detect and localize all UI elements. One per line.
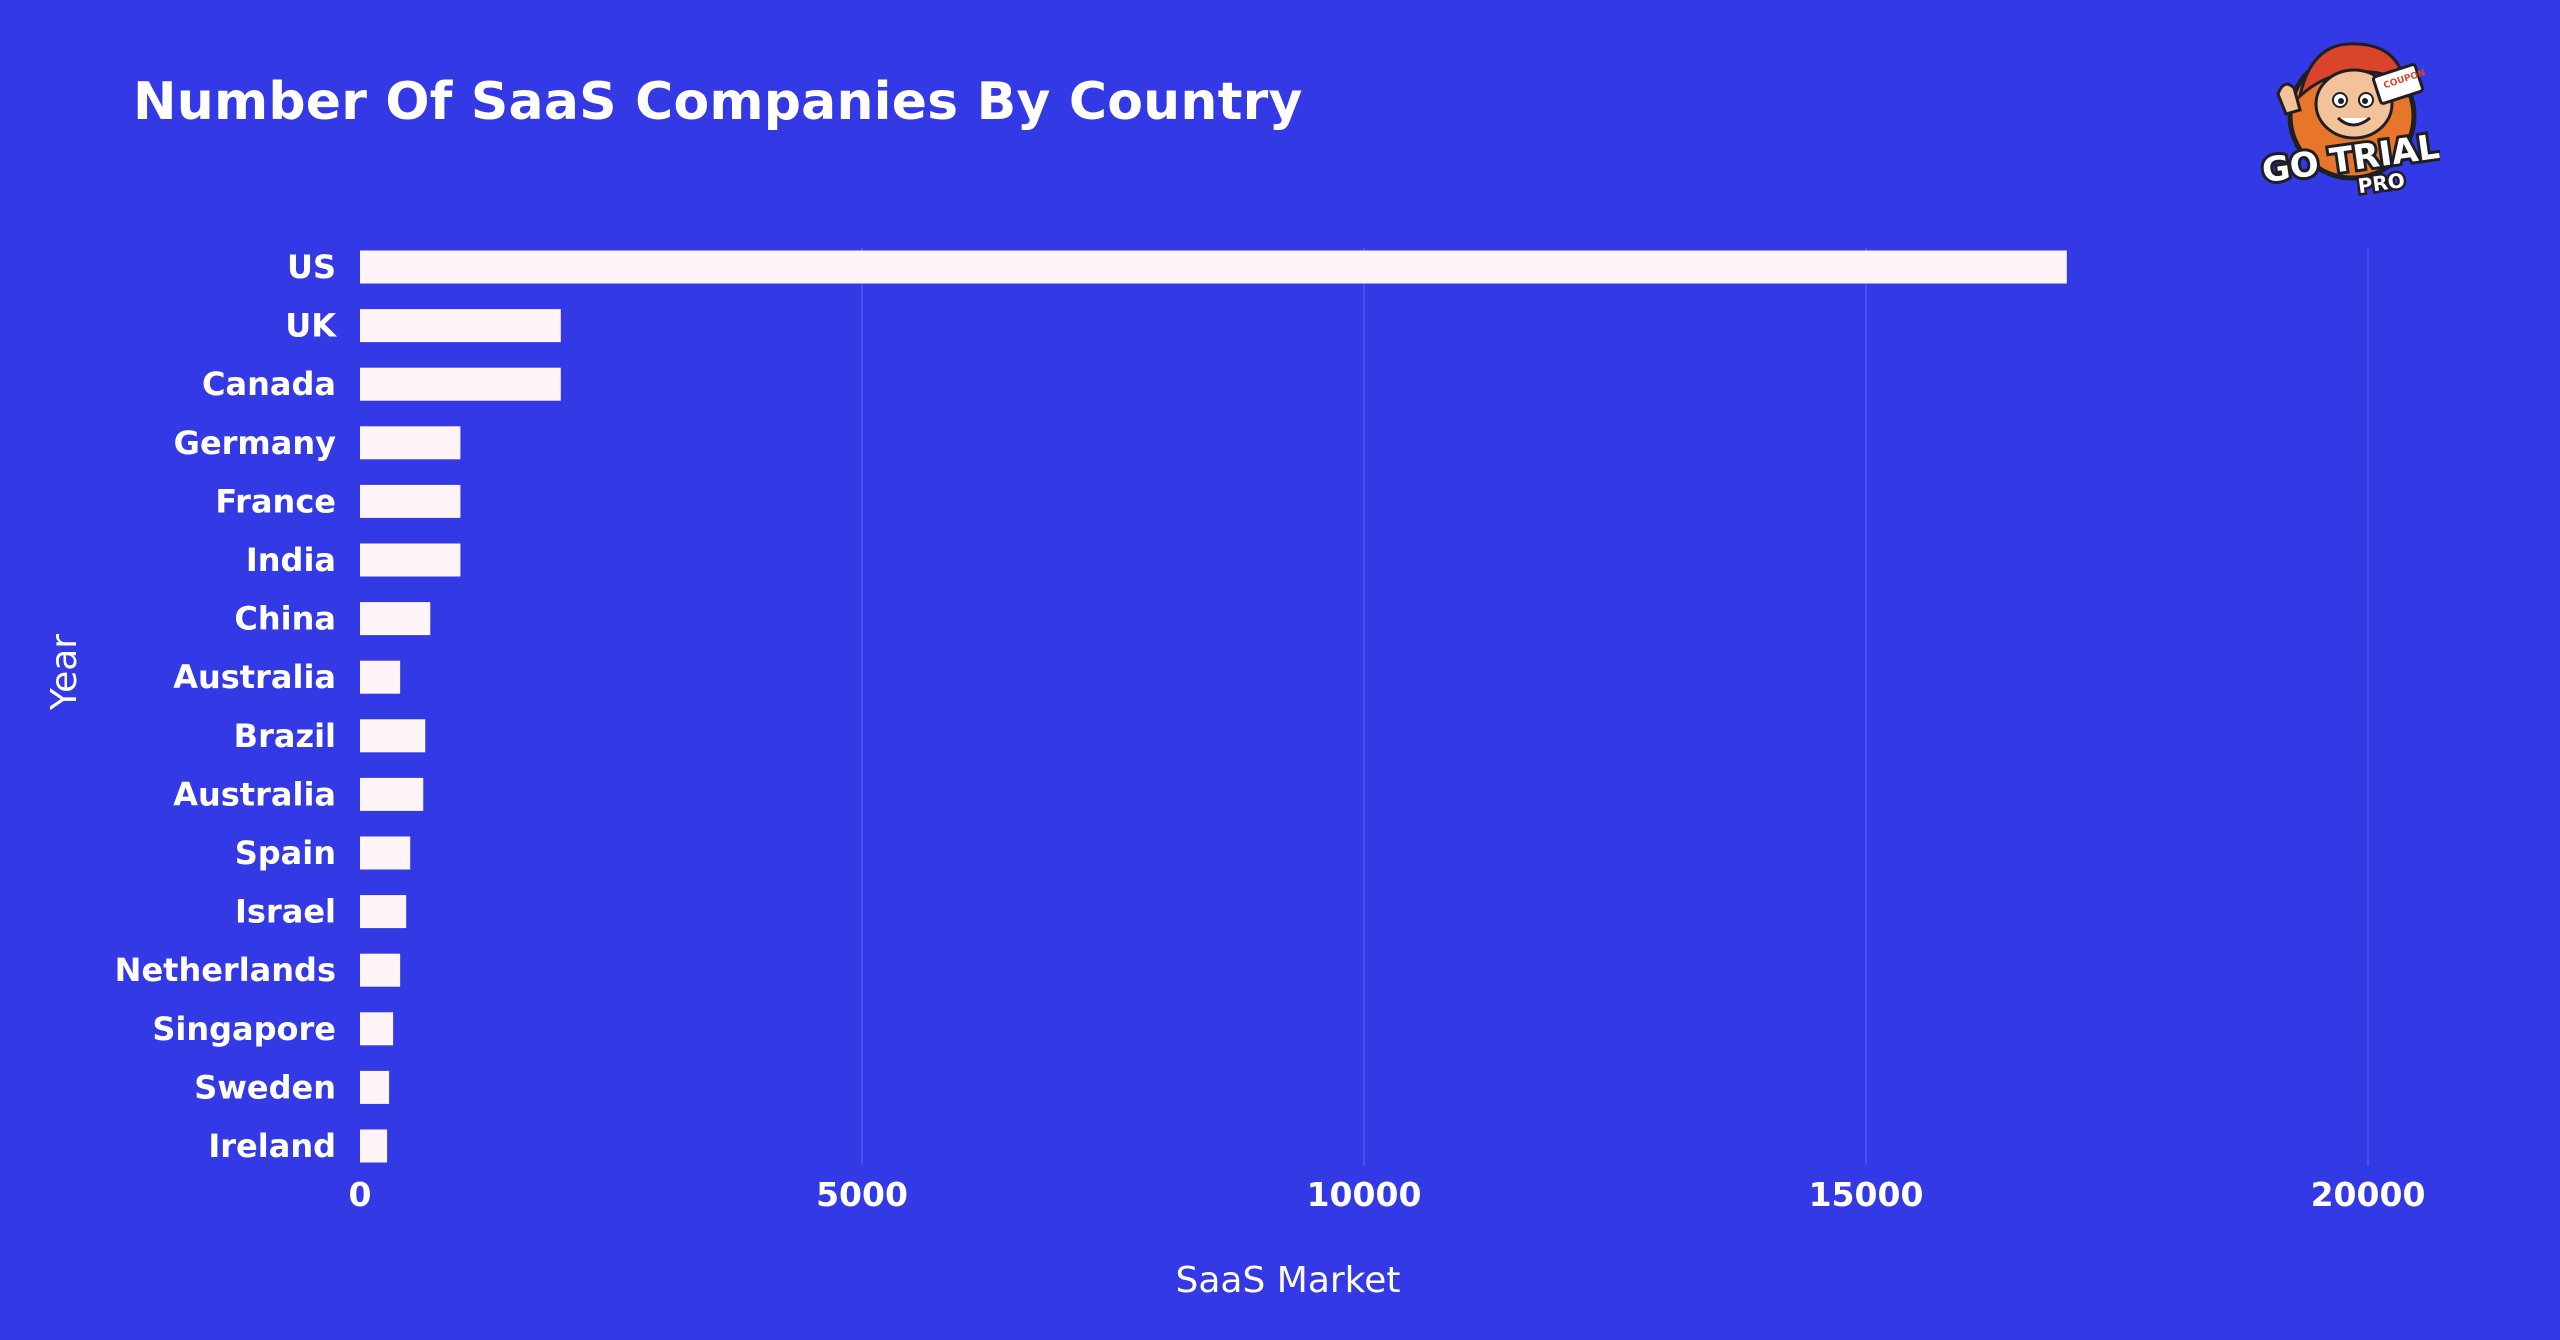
category-label: Israel (235, 893, 336, 931)
category-label: India (246, 541, 336, 579)
bar (360, 836, 411, 870)
category-label: Singapore (152, 1010, 336, 1048)
bar (360, 1129, 388, 1163)
bar (360, 426, 461, 460)
bar (360, 367, 561, 401)
logo-subtext: PRO (2356, 168, 2406, 198)
bar (360, 543, 461, 577)
chart-title: Number Of SaaS Companies By Country (133, 72, 1303, 132)
x-tick-label: 0 (349, 1175, 372, 1214)
category-label: Sweden (194, 1068, 336, 1106)
category-labels: US UK Canada Germany France India China Austral… (115, 248, 338, 1165)
bar (360, 777, 424, 811)
category-label: Netherlands (115, 951, 336, 989)
category-label: Spain (235, 834, 336, 872)
category-label: Germany (174, 424, 336, 462)
category-label: Ireland (208, 1127, 336, 1165)
category-label: France (215, 482, 336, 520)
category-label: UK (285, 307, 337, 345)
category-label: US (287, 248, 336, 286)
grid-lines (861, 248, 2369, 1166)
category-label: Canada (202, 365, 336, 403)
category-label: Brazil (234, 717, 336, 755)
bar (360, 484, 461, 518)
bar (360, 660, 401, 694)
y-axis-title: Year (44, 634, 85, 711)
bar (360, 309, 561, 343)
bar (360, 1070, 390, 1104)
x-tick-labels: 0 5000 10000 15000 20000 (349, 1175, 2426, 1214)
bar (360, 602, 431, 636)
x-tick-label: 5000 (816, 1175, 908, 1214)
bar (360, 250, 2067, 284)
bar (360, 895, 407, 929)
bars (360, 250, 2067, 1163)
bar (360, 1012, 394, 1046)
x-tick-label: 20000 (2311, 1175, 2426, 1214)
category-label: Australia (173, 658, 336, 696)
x-tick-label: 10000 (1307, 1175, 1422, 1214)
bar (360, 953, 401, 987)
go-trial-pro-logo: COUPON GO TRIAL PRO (2260, 42, 2440, 198)
x-axis-title: SaaS Market (1175, 1260, 1400, 1301)
category-label: China (234, 600, 336, 638)
bar (360, 719, 426, 753)
x-tick-label: 15000 (1809, 1175, 1924, 1214)
category-label: Australia (173, 775, 336, 813)
